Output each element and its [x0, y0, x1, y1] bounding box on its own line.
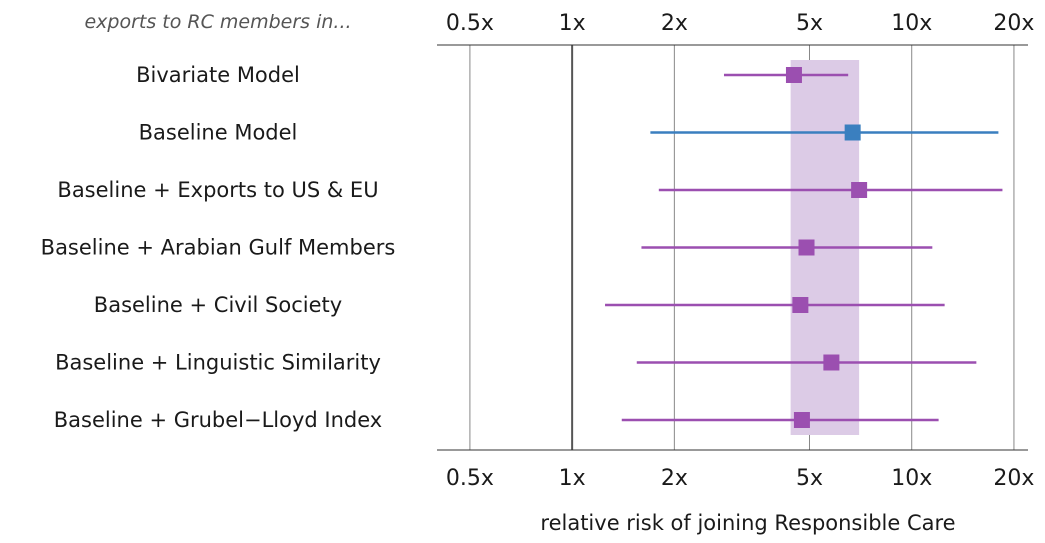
- top-tick-labels: 0.5x 1x 2x 5x 10x 20x: [446, 11, 1035, 36]
- model-row: Baseline + Arabian Gulf Members: [41, 236, 933, 260]
- bottom-tick-label: 2x: [661, 466, 688, 491]
- point-estimate: [792, 297, 809, 313]
- top-tick-label: 5x: [796, 11, 823, 36]
- model-row: Baseline + Exports to US & EU: [57, 178, 1003, 202]
- model-row: Baseline Model: [139, 121, 999, 145]
- plot-frame: [437, 44, 1028, 451]
- model-row: Bivariate Model: [136, 63, 849, 87]
- model-row: Baseline + Linguistic Similarity: [55, 351, 977, 375]
- point-estimate: [823, 354, 840, 371]
- point-estimate: [793, 412, 810, 428]
- row-label: Baseline + Linguistic Similarity: [55, 351, 381, 375]
- bottom-tick-label: 1x: [559, 466, 586, 491]
- row-label: Baseline + Civil Society: [94, 293, 342, 317]
- bottom-tick-label: 10x: [891, 466, 932, 491]
- point-estimate: [844, 124, 861, 141]
- bottom-tick-labels: 0.5x 1x 2x 5x 10x 20x: [446, 466, 1035, 491]
- row-label: Baseline + Arabian Gulf Members: [41, 236, 396, 260]
- top-tick-label: 0.5x: [446, 11, 494, 36]
- model-row: Baseline + Grubel−Lloyd Index: [54, 408, 939, 432]
- row-label: Baseline Model: [139, 121, 298, 145]
- model-rows: Bivariate Model Baseline Model Baseline + …: [41, 63, 1003, 432]
- bottom-tick-label: 0.5x: [446, 466, 494, 491]
- top-tick-label: 10x: [891, 11, 932, 36]
- top-tick-label: 2x: [661, 11, 688, 36]
- chart-subtitle: exports to RC members in...: [84, 11, 351, 33]
- x-axis-label: relative risk of joining Responsible Car…: [540, 511, 955, 535]
- bottom-tick-label: 5x: [796, 466, 823, 491]
- model-row: Baseline + Civil Society: [94, 293, 945, 317]
- row-label: Baseline + Grubel−Lloyd Index: [54, 408, 383, 432]
- row-label: Bivariate Model: [136, 63, 300, 87]
- point-estimate: [851, 182, 868, 198]
- point-estimate: [785, 67, 802, 83]
- bottom-tick-label: 20x: [993, 466, 1034, 491]
- top-tick-label: 20x: [993, 11, 1034, 36]
- row-label: Baseline + Exports to US & EU: [57, 178, 378, 202]
- top-tick-label: 1x: [559, 11, 586, 36]
- point-estimate: [798, 239, 815, 256]
